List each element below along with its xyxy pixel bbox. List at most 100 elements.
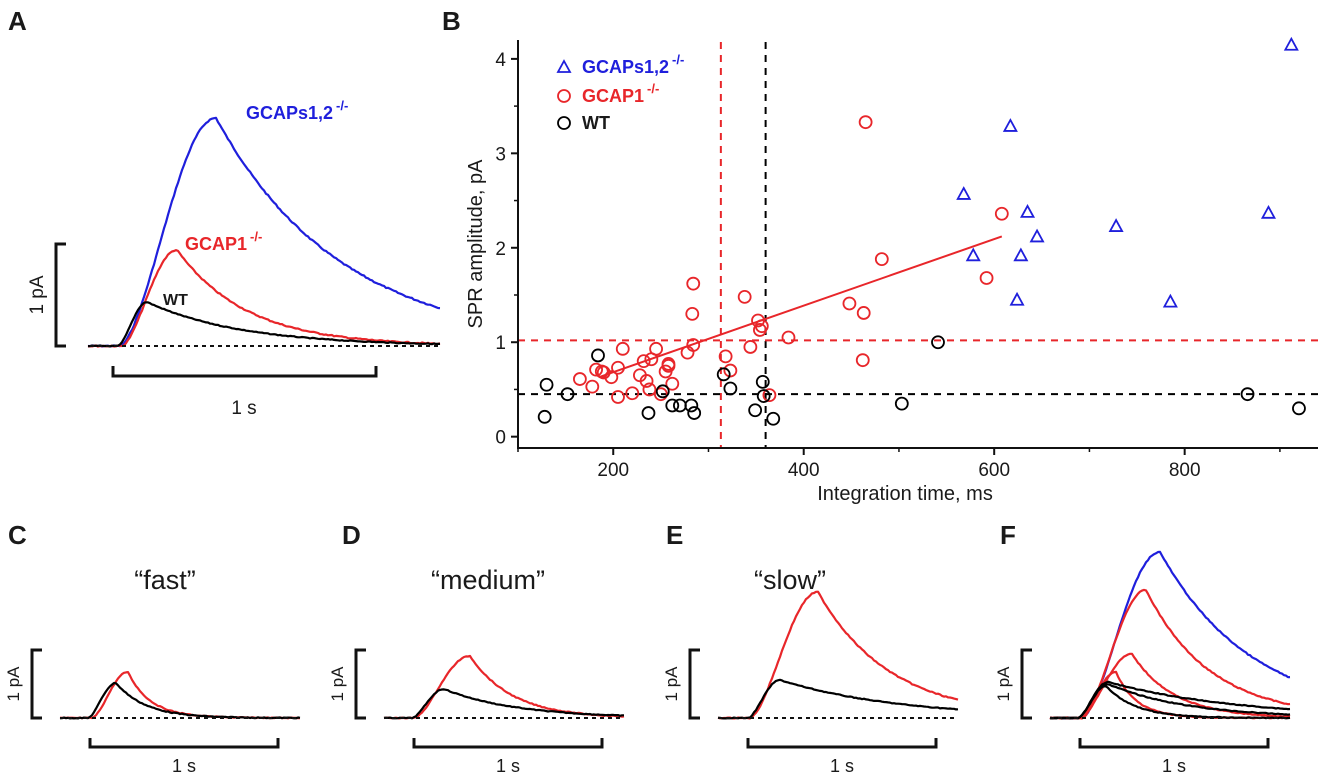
panel-d: D “medium” 1 pA 1 s [328, 520, 625, 774]
x-tick-label: 400 [788, 460, 820, 481]
y-scale-bar [1020, 648, 1032, 720]
y-tick-label: 4 [495, 50, 506, 71]
legend-marker [557, 89, 571, 103]
panel-f: F 1 pA 1 s [994, 520, 1291, 774]
gcaps12-point [965, 247, 981, 262]
wt-point [673, 398, 687, 413]
x-scale-label: 1 s [830, 756, 854, 774]
panel-c-traces: 1 pA 1 s [4, 648, 301, 774]
response-trace-1 [383, 654, 625, 720]
response-trace-2 [59, 681, 301, 720]
legend-marker [557, 116, 571, 130]
y-scale-label: 1 pA [328, 666, 347, 702]
gcap1-point [649, 341, 663, 356]
response-trace-2 [383, 688, 624, 720]
panel-d-letter: D [342, 520, 361, 550]
legend: GCAPs1,2 -/- GCAP1 -/- WT [556, 52, 684, 133]
panel-c-title: “fast” [134, 565, 196, 595]
gcap1-point [856, 306, 871, 320]
fit-line [598, 235, 1003, 379]
tick-labels: 200 400 600 800 0 1 2 3 4 [495, 50, 1200, 481]
gcaps12-point [1108, 218, 1124, 232]
panel-c-letter: C [8, 520, 27, 550]
gcap1-point [589, 362, 603, 377]
legend-label: GCAPs1,2 -/- [582, 52, 684, 77]
panel-f-traces: 1 pA 1 s [994, 550, 1291, 774]
gcap1-point [686, 276, 701, 291]
y-scale-label: 1 pA [4, 666, 23, 702]
gcap1-point [653, 387, 668, 402]
response-trace-2 [718, 678, 959, 720]
panel-d-traces: 1 pA 1 s [328, 648, 625, 774]
gcap1-point [611, 390, 625, 404]
panel-e-letter: E [666, 520, 683, 550]
gcaps12-point [1162, 293, 1178, 308]
gcap1-point [686, 338, 701, 352]
wt-point [723, 381, 738, 396]
response-trace-1 [717, 590, 959, 720]
wt-point [748, 403, 763, 418]
wt-point [755, 374, 770, 389]
gcap1-point [636, 354, 651, 369]
gcap1-point [754, 319, 769, 334]
y-tick-label: 2 [495, 239, 506, 260]
x-scale-bar [412, 738, 604, 749]
y-scale-bar [688, 648, 700, 720]
y-axis-title: SPR amplitude, pA [465, 159, 487, 329]
x-scale-label: 1 s [496, 756, 520, 774]
gcap1-point [661, 357, 676, 371]
gcap1-trace [87, 249, 441, 348]
label-gcaps12: GCAPs1,2 -/- [246, 98, 348, 123]
panel-a-letter: A [8, 6, 27, 36]
y-tick-label: 3 [495, 144, 506, 165]
wt-point [641, 406, 656, 420]
gcap1-point [743, 340, 758, 354]
gcaps12-point [1029, 228, 1045, 243]
x-axis-title: Integration time, ms [817, 483, 993, 505]
gcap1-point [855, 353, 870, 368]
wt-point [894, 396, 909, 411]
gcap1-point [994, 206, 1009, 221]
y-scale-label: 1 pA [27, 275, 48, 314]
gcaps12-point [1283, 36, 1299, 51]
gcap1-point [573, 372, 587, 386]
x-scale-bar [746, 738, 938, 749]
x-tick-label: 600 [978, 460, 1010, 481]
wt-point [684, 398, 699, 413]
label-gcap1: GCAP1 -/- [185, 229, 262, 254]
gcap1-point [781, 330, 796, 345]
ticks [511, 57, 1281, 455]
response-trace-1 [59, 671, 300, 720]
wt-point [766, 411, 781, 426]
legend-marker [556, 59, 572, 73]
gcap1-point [625, 386, 640, 401]
wt-point [931, 335, 945, 350]
panel-c: C “fast” 1 pA 1 s [4, 520, 301, 774]
gcap1-point [642, 382, 657, 397]
response-trace-3 [1049, 652, 1291, 720]
gcaps12-point [1009, 291, 1025, 306]
data-points [537, 36, 1306, 426]
wt-trace [87, 301, 440, 348]
x-scale-label: 1 s [172, 756, 196, 774]
y-scale-bar [30, 648, 42, 720]
panel-e-traces: 1 pA 1 s [662, 590, 959, 774]
label-wt: WT [163, 292, 188, 309]
panel-a: A 1 pA 1 s GCAPs1,2 -/- GCAP1 -/- WT [8, 6, 441, 419]
panel-b: B 200 400 600 800 0 1 2 3 4 Integration time, ms… [442, 6, 1318, 505]
y-scale-bar [54, 242, 66, 348]
x-tick-label: 800 [1169, 460, 1201, 481]
wt-point [591, 348, 605, 363]
gcaps12-trace [87, 116, 441, 348]
gcap1-point [585, 379, 600, 394]
wt-point [655, 384, 670, 399]
gcap1-point [874, 252, 889, 267]
gcaps12-point [1260, 204, 1276, 219]
gcap1-point [611, 360, 625, 375]
gcap1-point [665, 376, 680, 391]
wt-point [560, 387, 575, 402]
panel-e: E “slow” 1 pA 1 s [662, 520, 959, 774]
panel-b-letter: B [442, 6, 461, 36]
gcaps12-point [956, 186, 972, 200]
gcap1-point [685, 306, 700, 321]
